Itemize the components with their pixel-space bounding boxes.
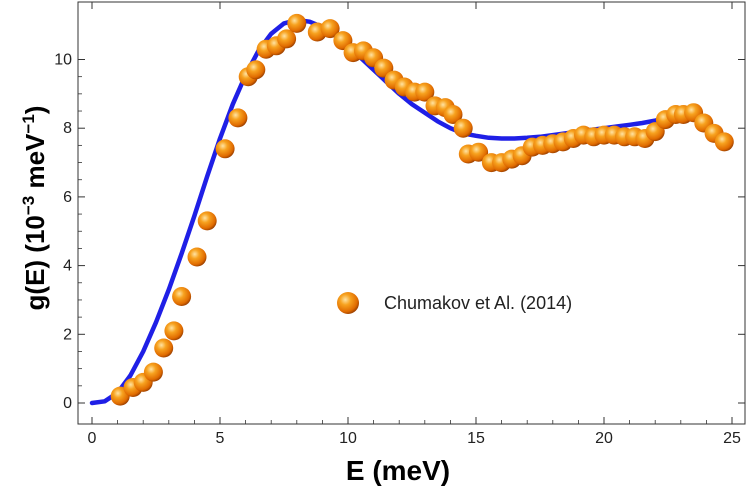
y-tick-label: 6 — [63, 189, 72, 206]
y-tick-label: 4 — [63, 258, 72, 275]
x-tick-label: 10 — [339, 430, 357, 447]
data-point — [453, 118, 473, 138]
data-point — [197, 211, 217, 231]
data-point — [469, 142, 489, 162]
plot-border — [77, 1, 746, 425]
data-point — [143, 362, 163, 382]
y-axis-title-prefix: g(E) (10 — [20, 215, 50, 310]
legend-label: Chumakov et Al. (2014) — [384, 293, 572, 313]
x-tick-label: 20 — [595, 430, 613, 447]
x-tick-label: 25 — [723, 430, 741, 447]
y-tick-label: 0 — [63, 395, 72, 412]
data-point — [172, 287, 192, 306]
plot-frame — [77, 1, 746, 425]
data-point — [187, 247, 207, 267]
data-point — [246, 60, 266, 80]
legend: Chumakov et Al. (2014) — [337, 292, 572, 314]
y-axis-ticks: 0 2 4 6 8 10 — [54, 52, 745, 412]
y-axis-title-mid: meV — [20, 133, 50, 196]
x-tick-label: 15 — [467, 430, 485, 447]
x-tick-label: 0 — [88, 430, 97, 447]
data-point — [443, 105, 463, 124]
y-axis-title: g(E) (10−3 meV−1) — [19, 106, 50, 311]
y-axis-title-exponent-2: −1 — [19, 114, 38, 133]
data-points-layer — [110, 13, 734, 406]
y-tick-label: 10 — [54, 52, 72, 69]
legend-marker — [337, 292, 359, 314]
data-point — [714, 132, 734, 152]
model-curve-layer — [89, 17, 671, 406]
data-point — [287, 13, 307, 33]
x-tick-label: 5 — [216, 430, 225, 447]
data-point — [415, 82, 435, 102]
y-tick-label: 2 — [63, 326, 72, 343]
y-tick-label: 8 — [63, 120, 72, 137]
y-axis-title-suffix: ) — [20, 106, 50, 115]
data-point — [215, 139, 235, 159]
data-point — [228, 108, 248, 128]
data-point — [164, 321, 184, 341]
x-axis-ticks: 0 5 10 15 20 25 — [88, 2, 741, 447]
model-curve — [89, 17, 671, 406]
data-point — [320, 19, 340, 39]
y-axis-title-exponent-1: −3 — [19, 196, 38, 215]
data-point — [277, 29, 297, 49]
x-axis-title: E (meV) — [346, 455, 450, 486]
data-point — [154, 338, 174, 358]
